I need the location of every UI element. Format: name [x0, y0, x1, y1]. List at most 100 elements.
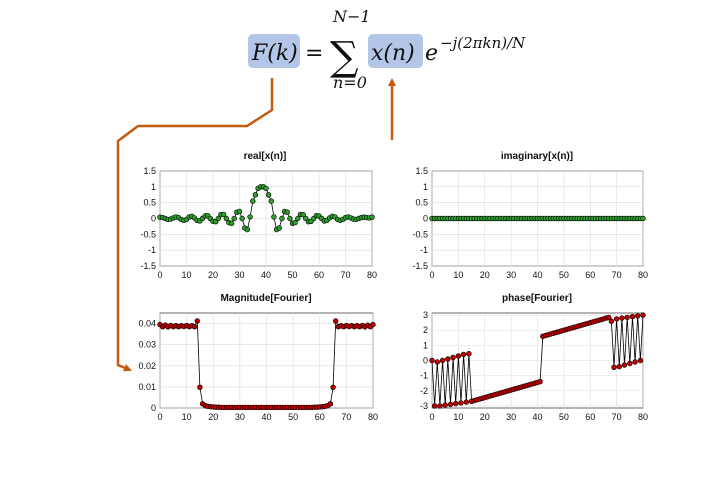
chart-imag-point	[640, 215, 646, 222]
chart-imag-ytick-label: 1	[423, 182, 428, 192]
chart-real-point	[239, 215, 245, 222]
chart-imag-xtick-label: 50	[559, 270, 569, 280]
term-highlight	[368, 34, 423, 68]
chart-real-ytick-label: -1	[148, 245, 156, 255]
chart-real-body: 0 10 20 30 40 50 60 70 80 1.5 1 0.5 0 -0.5 -1 -1.5	[140, 166, 377, 280]
chart-mag-ytick-label: 0.01	[138, 382, 156, 392]
chart-real-point	[250, 198, 256, 204]
chart-real-xtick-label: 0	[157, 270, 162, 280]
chart-real-point	[268, 198, 274, 204]
chart-phase-point	[458, 400, 464, 406]
chart-mag-xtick-label: 60	[315, 412, 325, 422]
chart-phase-xtick-label: 40	[532, 412, 542, 422]
chart-imag-ytick-label: -1	[420, 245, 428, 255]
sum-upper-limit: N−1	[332, 7, 371, 26]
chart-real-point	[276, 225, 282, 231]
chart-real-point	[271, 214, 277, 220]
chart-phase-point	[605, 314, 612, 321]
chart-phase-xtick-label: 80	[638, 412, 648, 422]
chart-imag-xtick-label: 0	[429, 270, 434, 280]
arrow-result-to-magnitude	[116, 78, 274, 372]
chart-real-point	[300, 212, 306, 218]
chart-mag-point	[197, 384, 203, 390]
chart-mag-ytick-label: 0	[151, 403, 156, 413]
chart-real-point	[223, 215, 230, 222]
chart-phase-point	[463, 399, 469, 405]
chart-phase-point	[613, 316, 620, 322]
chart-real-xtick-label: 50	[287, 270, 297, 280]
chart-phase-point	[450, 354, 456, 361]
chart-phase-ytick-label: -3	[420, 401, 428, 411]
chart-mag-xtick-label: 50	[288, 412, 298, 422]
chart-phase-point	[455, 353, 462, 359]
chart-mag-point	[370, 321, 376, 328]
chart-mag-xtick-label: 70	[341, 412, 351, 422]
chart-phase-ytick-label: 2	[423, 325, 428, 335]
chart-phase-xtick-label: 50	[559, 412, 569, 422]
chart-phase-point	[537, 379, 543, 385]
chart-imag-xtick-label: 20	[480, 270, 490, 280]
chart-phase-ytick-label: 0	[423, 356, 428, 366]
lhs-highlight	[248, 34, 300, 68]
chart-real-ytick-label: 1.5	[143, 166, 156, 176]
chart-imag-ytick-label: 1.5	[415, 166, 428, 176]
chart-phase-point	[611, 364, 617, 370]
chart-real-ytick-label: 1	[151, 182, 156, 192]
chart-real-point	[228, 220, 235, 227]
chart-real-point	[279, 215, 285, 222]
chart-real-point	[265, 192, 272, 198]
chart-imag-ytick-label: -0.5	[412, 229, 428, 239]
chart-real-point	[292, 219, 298, 226]
chart-phase-point	[445, 356, 451, 362]
sum-lower-limit: n=0	[333, 73, 367, 92]
chart-real-xtick-label: 30	[234, 270, 244, 280]
chart-real-ytick-label: 0.5	[143, 198, 156, 208]
chart-real-point	[231, 215, 237, 222]
chart-real-point	[263, 185, 269, 192]
chart-imag-xtick-label: 40	[532, 270, 542, 280]
chart-imag-ytick-label: 0.5	[415, 198, 428, 208]
chart-phase-point	[442, 402, 448, 408]
chart-phase-xtick-label: 30	[506, 412, 516, 422]
chart-mag-xtick-label: 20	[208, 412, 218, 422]
chart-phase-xtick-label: 60	[585, 412, 595, 422]
chart-real-point	[287, 215, 293, 222]
chart-imag-ytick-label: -1.5	[412, 261, 428, 271]
chart-phase-ytick-label: 1	[423, 340, 428, 350]
formula-exp-base: e	[425, 41, 438, 66]
chart-mag-point	[327, 401, 334, 407]
chart-mag: Magnitude[Fourier] 0 10 20 30 40 50 60 70 80 0.04…	[138, 293, 378, 422]
chart-real-point	[244, 226, 251, 233]
chart-mag-body: 0 10 20 30 40 50 60 70 80 0.04 0.03 0.02 0.01 0	[138, 312, 378, 422]
chart-imag-ytick-label: 0	[423, 214, 428, 224]
chart-real-xtick-label: 10	[181, 270, 191, 280]
chart-phase-point	[437, 403, 443, 409]
chart-real-xtick-label: 70	[340, 270, 350, 280]
formula-lhs: F(k)	[251, 41, 298, 66]
chart-imag-xtick-label: 60	[585, 270, 595, 280]
chart-imag-xtick-label: 80	[638, 270, 648, 280]
chart-mag-ytick-label: 0.03	[138, 340, 156, 350]
chart-phase-point	[637, 357, 644, 364]
chart-imag: imaginary[x(n)] 0 10 20 30 40 50 60 70 80 1.5 1 0.5…	[412, 151, 648, 280]
chart-real-point	[247, 214, 253, 220]
chart-phase-point	[453, 400, 459, 407]
chart-phase-point	[460, 351, 467, 358]
formula-equals: =	[305, 41, 323, 66]
chart-phase-point	[429, 357, 435, 364]
chart-phase-xtick-label: 10	[453, 412, 463, 422]
chart-mag-point	[194, 318, 201, 324]
chart-phase-point	[447, 401, 454, 408]
chart-real-point	[236, 208, 243, 215]
sum-symbol: ∑	[330, 34, 359, 80]
chart-phase-point	[621, 362, 628, 368]
chart-real-xtick-label: 80	[367, 270, 377, 280]
chart-mag-xtick-label: 30	[235, 412, 245, 422]
chart-mag-xtick-label: 80	[368, 412, 378, 422]
chart-real-title: real[x(n)]	[244, 151, 287, 162]
formula-term: x(n)	[371, 41, 415, 66]
chart-real-ytick-label: -1.5	[140, 261, 156, 271]
chart-mag-xtick-label: 10	[182, 412, 192, 422]
chart-real-xtick-label: 40	[261, 270, 271, 280]
chart-phase-xtick-label: 0	[429, 412, 434, 422]
